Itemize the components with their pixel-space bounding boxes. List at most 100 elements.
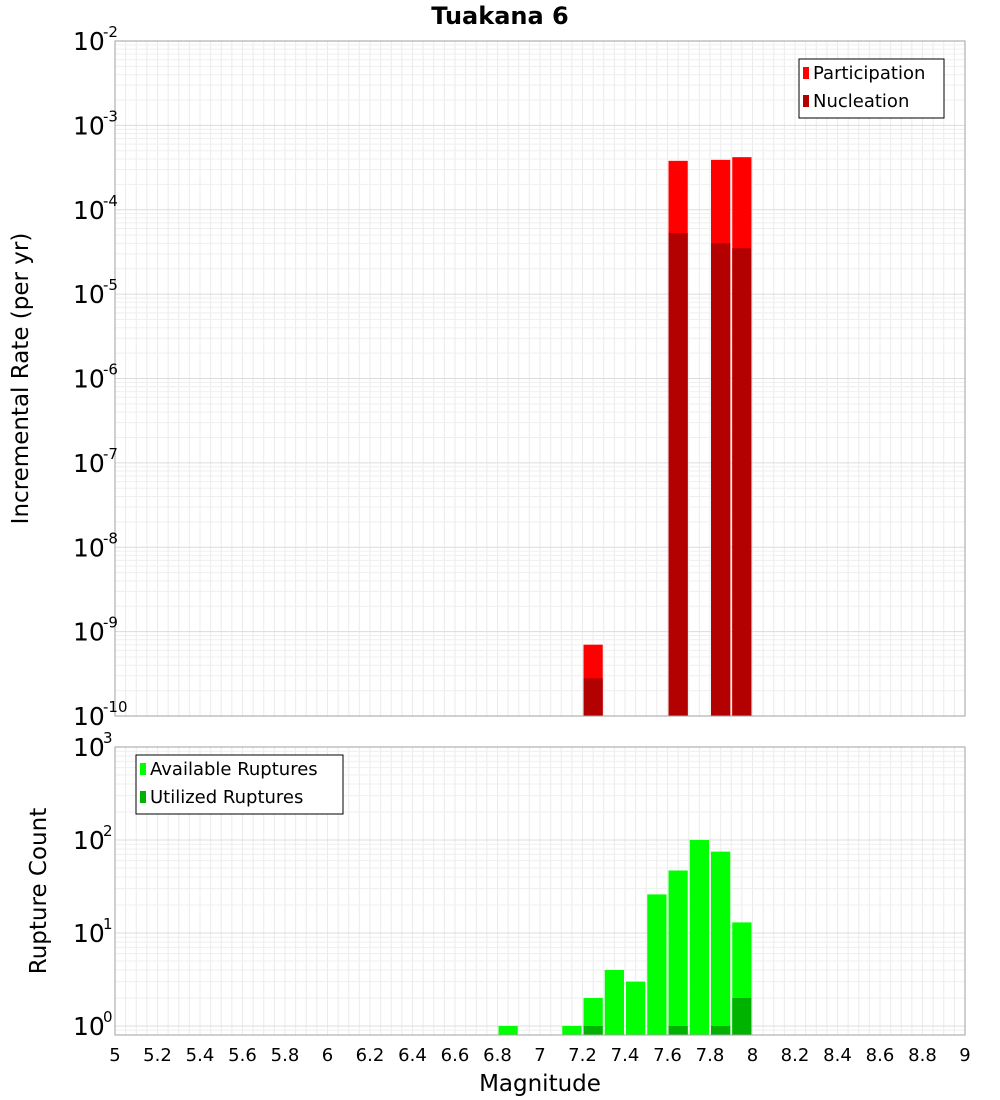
y-tick-label: 10-3 xyxy=(73,107,118,140)
x-tick-label: 6.6 xyxy=(441,1045,470,1066)
bar-available-ruptures xyxy=(668,870,688,1035)
x-tick-label: 8.2 xyxy=(781,1045,810,1066)
y-tick-base: 10 xyxy=(73,733,105,762)
chart-title: Tuakana 6 xyxy=(431,2,569,30)
x-tick-label: 6.4 xyxy=(398,1045,427,1066)
y-tick-label: 102 xyxy=(73,822,113,855)
bar-utilized-ruptures xyxy=(583,1025,603,1035)
x-tick-label: 8.4 xyxy=(823,1045,852,1066)
y-tick-base: 10 xyxy=(73,826,105,855)
x-tick-label: 7.6 xyxy=(653,1045,682,1066)
x-tick-label: 7.8 xyxy=(696,1045,725,1066)
y-tick-label: 10-2 xyxy=(73,23,118,56)
rate-plot-frame xyxy=(114,40,966,717)
y-tick-label: 101 xyxy=(73,915,113,948)
y-tick-base: 10 xyxy=(73,919,105,948)
x-tick-label: 5.4 xyxy=(186,1045,215,1066)
y-tick-exponent: 2 xyxy=(103,822,113,840)
legend-entry: Utilized Ruptures xyxy=(150,787,303,808)
bar-nucleation xyxy=(668,233,688,716)
y-tick-exponent: -3 xyxy=(103,107,118,125)
legend-swatch xyxy=(140,791,146,803)
rate-grid xyxy=(115,41,965,716)
count-grid xyxy=(115,747,965,1035)
bar-available-ruptures xyxy=(498,1025,518,1035)
y-tick-exponent: -6 xyxy=(103,361,118,379)
y-tick-base: 10 xyxy=(73,449,105,478)
rate-y-axis-label: Incremental Rate (per yr) xyxy=(8,233,34,525)
x-axis-label: Magnitude xyxy=(479,1071,601,1097)
y-tick-label: 10-10 xyxy=(73,698,128,731)
y-tick-exponent: -9 xyxy=(103,614,118,632)
x-tick-label: 6.2 xyxy=(356,1045,385,1066)
rate-bars xyxy=(583,157,752,717)
legend-swatch xyxy=(803,95,809,107)
x-tick-label: 8 xyxy=(747,1045,758,1066)
y-tick-label: 10-5 xyxy=(73,276,118,309)
legend-box xyxy=(135,754,344,815)
y-tick-label: 10-9 xyxy=(73,614,118,647)
y-tick-base: 10 xyxy=(73,1012,105,1041)
x-tick-label: 8.6 xyxy=(866,1045,895,1066)
bar-utilized-ruptures xyxy=(668,1025,688,1035)
bar-nucleation xyxy=(583,678,603,716)
y-tick-exponent: -2 xyxy=(103,23,118,41)
y-tick-exponent: -5 xyxy=(103,276,118,294)
y-tick-label: 100 xyxy=(73,1008,113,1041)
x-tick-label: 7.2 xyxy=(568,1045,597,1066)
y-tick-base: 10 xyxy=(73,111,105,140)
y-tick-base: 10 xyxy=(73,365,105,394)
rate-legend: Participation Nucleation xyxy=(798,58,945,119)
legend-swatch xyxy=(803,67,809,79)
y-tick-exponent: -10 xyxy=(103,698,128,716)
bar-nucleation xyxy=(732,248,752,717)
y-tick-base: 10 xyxy=(73,533,105,562)
y-tick-base: 10 xyxy=(73,702,105,731)
count-y-axis-label: Rupture Count xyxy=(26,808,52,974)
bar-available-ruptures xyxy=(647,894,667,1035)
y-tick-exponent: 0 xyxy=(103,1008,113,1026)
bar-available-ruptures xyxy=(626,981,646,1035)
x-tick-label: 5.8 xyxy=(271,1045,300,1066)
bar-available-ruptures xyxy=(583,997,603,1035)
bar-utilized-ruptures xyxy=(732,997,752,1035)
x-tick-label: 5.6 xyxy=(228,1045,257,1066)
y-tick-label: 10-6 xyxy=(73,361,118,394)
count-bars xyxy=(498,839,752,1035)
y-tick-exponent: -7 xyxy=(103,445,118,463)
y-tick-exponent: 3 xyxy=(103,729,113,747)
legend-entry: Available Ruptures xyxy=(150,759,318,780)
y-tick-base: 10 xyxy=(73,27,105,56)
bar-available-ruptures xyxy=(711,851,731,1035)
y-tick-exponent: -4 xyxy=(103,192,118,210)
y-tick-base: 10 xyxy=(73,618,105,647)
y-tick-label: 10-4 xyxy=(73,192,118,225)
y-tick-exponent: -8 xyxy=(103,529,118,547)
bar-available-ruptures xyxy=(604,969,624,1035)
x-tick-label: 5.2 xyxy=(143,1045,172,1066)
count-plot-frame xyxy=(114,746,966,1036)
bar-nucleation xyxy=(711,243,731,717)
count-legend: Available Ruptures Utilized Ruptures xyxy=(135,754,344,815)
y-tick-label: 10-7 xyxy=(73,445,118,478)
x-tick-label: 6.8 xyxy=(483,1045,512,1066)
x-tick-label: 8.8 xyxy=(908,1045,937,1066)
legend-box xyxy=(798,58,945,119)
x-tick-labels: 5 5.2 5.4 5.6 5.8 6 6.2 6.4 6.6 6.8 7 7.2 7.4 7.6 7.8 8… xyxy=(109,1045,970,1066)
legend-entry: Participation xyxy=(813,63,925,84)
y-tick-exponent: 1 xyxy=(103,915,113,933)
x-tick-label: 9 xyxy=(959,1045,970,1066)
x-tick-label: 7.4 xyxy=(611,1045,640,1066)
y-tick-label: 103 xyxy=(73,729,113,762)
x-tick-label: 7 xyxy=(534,1045,545,1066)
bar-available-ruptures xyxy=(689,839,709,1035)
x-tick-label: 6 xyxy=(322,1045,333,1066)
y-tick-label: 10-8 xyxy=(73,529,118,562)
y-tick-base: 10 xyxy=(73,280,105,309)
legend-swatch xyxy=(140,763,146,775)
